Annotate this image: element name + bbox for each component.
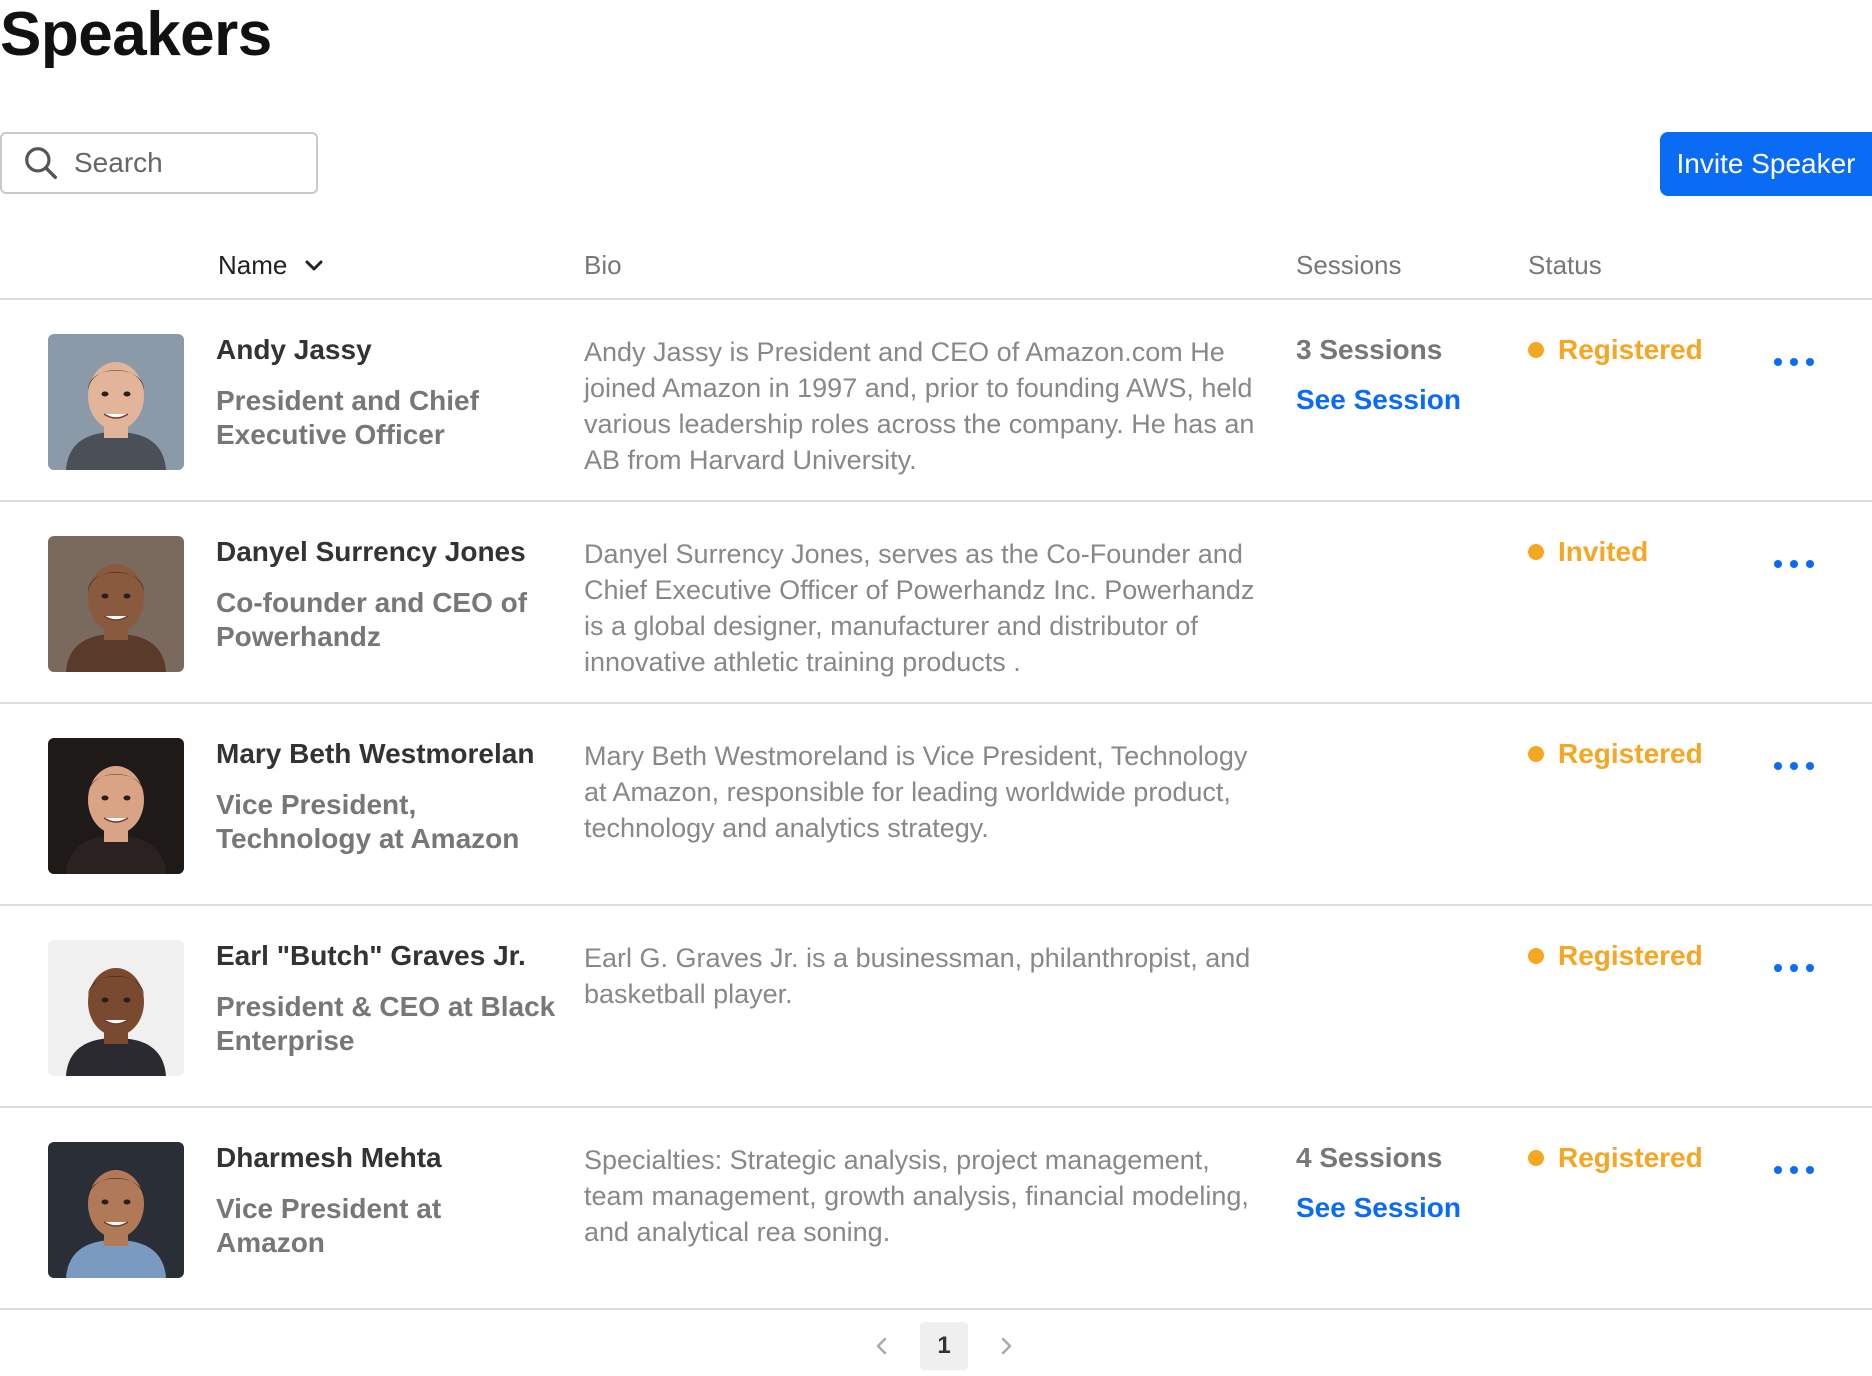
sessions-count: 3 Sessions bbox=[1296, 334, 1443, 365]
search-input[interactable] bbox=[72, 146, 296, 180]
column-header-status: Status bbox=[1528, 250, 1602, 280]
see-session-link[interactable]: See Session bbox=[1296, 1192, 1461, 1223]
speaker-role: President & CEO at Black Enterprise bbox=[216, 991, 556, 1056]
speakers-table-body: Andy Jassy President and Chief Executive… bbox=[0, 300, 1872, 1310]
page-title: Speakers bbox=[0, 0, 272, 69]
speaker-name[interactable]: Danyel Surrency Jones bbox=[216, 536, 526, 567]
status-badge: Invited bbox=[1528, 536, 1648, 568]
speaker-name[interactable]: Earl "Butch" Graves Jr. bbox=[216, 940, 526, 971]
speaker-name[interactable]: Dharmesh Mehta bbox=[216, 1142, 442, 1173]
more-actions-icon[interactable] bbox=[1774, 550, 1814, 578]
more-actions-icon[interactable] bbox=[1774, 954, 1814, 982]
status-dot bbox=[1528, 1150, 1544, 1166]
speaker-name[interactable]: Mary Beth Westmorelan bbox=[216, 738, 535, 769]
status-label: Registered bbox=[1558, 334, 1703, 365]
column-header-name-label: Name bbox=[218, 250, 288, 280]
more-actions-icon[interactable] bbox=[1774, 348, 1814, 376]
speaker-role: Vice President, Technology at Amazon bbox=[216, 789, 520, 854]
avatar bbox=[48, 940, 184, 1076]
table-row: Earl "Butch" Graves Jr. President & CEO … bbox=[0, 906, 1872, 1108]
more-actions-icon[interactable] bbox=[1774, 752, 1814, 780]
status-badge: Registered bbox=[1528, 334, 1703, 366]
speaker-bio: Danyel Surrency Jones, serves as the Co-… bbox=[584, 539, 1255, 677]
status-label: Registered bbox=[1558, 738, 1703, 769]
search-box[interactable] bbox=[0, 132, 318, 194]
speaker-bio: Mary Beth Westmoreland is Vice President… bbox=[584, 741, 1248, 843]
speaker-role: Co-founder and CEO of Powerhandz bbox=[216, 587, 528, 652]
status-badge: Registered bbox=[1528, 940, 1703, 972]
avatar bbox=[48, 1142, 184, 1278]
status-badge: Registered bbox=[1528, 1142, 1703, 1174]
speaker-role: Vice President at Amazon bbox=[216, 1193, 442, 1258]
chevron-right-icon[interactable] bbox=[996, 1336, 1016, 1356]
page-number-current[interactable]: 1 bbox=[920, 1322, 968, 1370]
status-dot bbox=[1528, 342, 1544, 358]
table-row: Mary Beth Westmorelan Vice President, Te… bbox=[0, 704, 1872, 906]
avatar bbox=[48, 738, 184, 874]
status-dot bbox=[1528, 948, 1544, 964]
pagination: 1 bbox=[872, 1322, 1016, 1370]
column-header-sessions: Sessions bbox=[1296, 250, 1402, 280]
avatar bbox=[48, 334, 184, 470]
table-row: Dharmesh Mehta Vice President at Amazon … bbox=[0, 1108, 1872, 1310]
more-actions-icon[interactable] bbox=[1774, 1156, 1814, 1184]
column-header-name[interactable]: Name bbox=[218, 250, 323, 281]
status-label: Registered bbox=[1558, 1142, 1703, 1173]
status-dot bbox=[1528, 544, 1544, 560]
search-icon bbox=[25, 147, 57, 179]
status-label: Registered bbox=[1558, 940, 1703, 971]
speaker-bio: Specialties: Strategic analysis, project… bbox=[584, 1145, 1249, 1247]
avatar bbox=[48, 536, 184, 672]
see-session-link[interactable]: See Session bbox=[1296, 384, 1461, 415]
speaker-bio: Andy Jassy is President and CEO of Amazo… bbox=[584, 337, 1255, 475]
status-label: Invited bbox=[1558, 536, 1649, 567]
sessions-count: 4 Sessions bbox=[1296, 1142, 1443, 1173]
speaker-bio: Earl G. Graves Jr. is a businessman, phi… bbox=[584, 943, 1251, 1009]
speaker-role: President and Chief Executive Officer bbox=[216, 385, 479, 450]
chevron-left-icon[interactable] bbox=[872, 1336, 892, 1356]
invite-speaker-button[interactable]: Invite Speaker bbox=[1660, 132, 1872, 196]
status-dot bbox=[1528, 746, 1544, 762]
column-header-bio: Bio bbox=[584, 250, 622, 280]
speaker-name[interactable]: Andy Jassy bbox=[216, 334, 372, 365]
table-row: Andy Jassy President and Chief Executive… bbox=[0, 300, 1872, 502]
status-badge: Registered bbox=[1528, 738, 1703, 770]
chevron-down-icon bbox=[305, 260, 323, 270]
table-row: Danyel Surrency Jones Co-founder and CEO… bbox=[0, 502, 1872, 704]
table-header: Name Bio Sessions Status bbox=[0, 232, 1872, 300]
